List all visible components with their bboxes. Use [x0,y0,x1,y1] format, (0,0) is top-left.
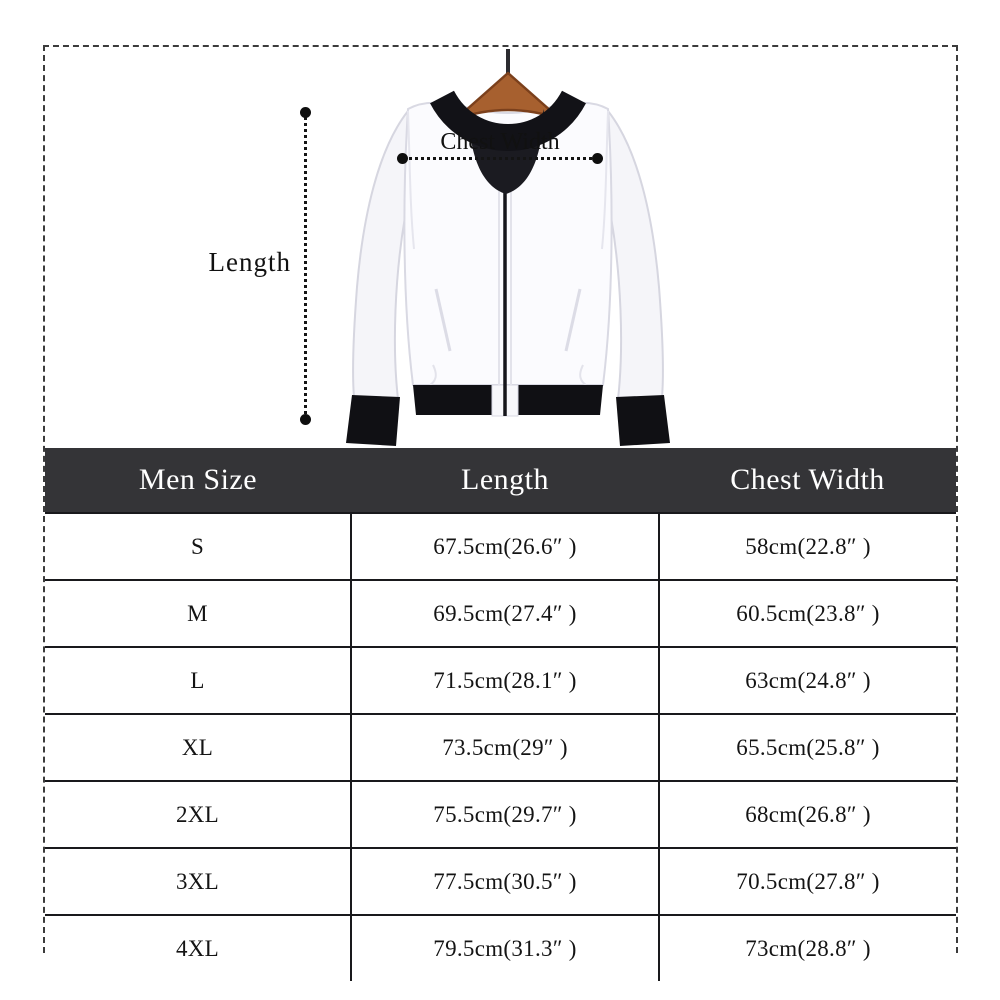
jacket-hem-band [413,385,492,415]
chest-cell: 70.5cm(27.8″ ) [658,847,956,916]
jacket-body [403,101,613,386]
table-row-4xl: 4XL 79.5cm(31.3″ ) 73cm(28.8″ ) [45,914,956,981]
size-cell: M [45,579,352,648]
chest-cell: 73cm(28.8″ ) [658,914,956,981]
chest-cell: 63cm(24.8″ ) [658,646,956,715]
jacket-collar [430,90,586,151]
jacket-measurement-diagram: Length Chest Width [45,47,956,448]
size-cell: 4XL [45,914,352,981]
size-table: Men Size Length Chest Width S 67.5cm(26.… [45,448,956,981]
jacket-right-pocket [564,288,582,352]
jacket-right-cuff [616,395,670,446]
table-row-3xl: 3XL 77.5cm(30.5″ ) 70.5cm(27.8″ ) [45,847,956,916]
length-measure-line [300,107,311,425]
size-cell: L [45,646,352,715]
chest-width-label: Chest Width [440,129,560,155]
content-frame: Length Chest Width Men Size Length Chest… [43,45,958,981]
length-cell: 75.5cm(29.7″ ) [350,780,660,849]
chest-width-measure-line [397,153,603,164]
header-men-size: Men Size [45,448,351,513]
length-cell: 67.5cm(26.6″ ) [350,512,660,581]
length-cell: 71.5cm(28.1″ ) [350,646,660,715]
length-label: Length [208,247,291,277]
size-cell: 2XL [45,780,352,849]
length-line-bottom-dot [300,414,311,425]
size-table-header-row: Men Size Length Chest Width [45,448,956,513]
table-row-2xl: 2XL 75.5cm(29.7″ ) 68cm(26.8″ ) [45,780,956,849]
jacket-left-cuff [346,395,400,446]
size-cell: XL [45,713,352,782]
chest-cell: 68cm(26.8″ ) [658,780,956,849]
header-chest-width: Chest Width [659,448,956,513]
jacket-left-pocket [434,288,452,352]
jacket-illustration [346,49,670,446]
chest-cell: 60.5cm(23.8″ ) [658,579,956,648]
header-length: Length [351,448,659,513]
length-cell: 73.5cm(29″ ) [350,713,660,782]
chest-cell: 65.5cm(25.8″ ) [658,713,956,782]
size-cell: 3XL [45,847,352,916]
length-cell: 69.5cm(27.4″ ) [350,579,660,648]
length-line-top-dot [300,107,311,118]
length-cell: 79.5cm(31.3″ ) [350,914,660,981]
chest-line-left-dot [397,153,408,164]
chest-cell: 58cm(22.8″ ) [658,512,956,581]
table-row-m: M 69.5cm(27.4″ ) 60.5cm(23.8″ ) [45,579,956,648]
jacket-right-sleeve [605,108,664,401]
size-cell: S [45,512,352,581]
chest-line-right-dot [592,153,603,164]
table-row-s: S 67.5cm(26.6″ ) 58cm(22.8″ ) [45,512,956,581]
jacket-lining [468,109,544,194]
table-row-xl: XL 73.5cm(29″ ) 65.5cm(25.8″ ) [45,713,956,782]
length-cell: 77.5cm(30.5″ ) [350,847,660,916]
table-row-l: L 71.5cm(28.1″ ) 63cm(24.8″ ) [45,646,956,715]
